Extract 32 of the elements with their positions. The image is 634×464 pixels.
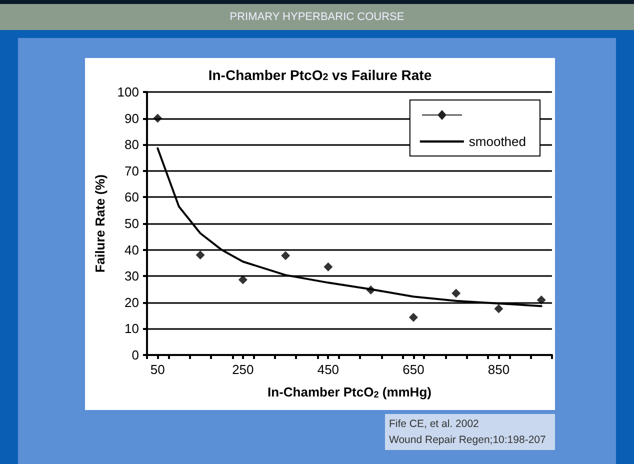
point	[408, 312, 418, 322]
y-tick-label: 50	[124, 216, 139, 231]
x-tick-label: 650	[402, 362, 424, 377]
point	[536, 296, 546, 305]
x-tick-label: 50	[150, 362, 165, 377]
x-axis-title: In-Chamber PtcO2 (mmHg)	[268, 384, 432, 400]
y-tick-label: 0	[132, 348, 139, 362]
y-tick-label: 30	[124, 268, 139, 284]
y-tick-label: 40	[124, 242, 139, 258]
point	[452, 288, 461, 298]
point	[153, 114, 162, 123]
point	[281, 251, 290, 260]
y-tick-label: 70	[124, 163, 139, 178]
text: PRIMARY HYPERBARIC COURSE	[0, 0, 634, 30]
point	[196, 250, 205, 260]
point	[238, 275, 248, 284]
text: Fife CE, et al. 2002	[389, 417, 480, 432]
y-tick-label: 20	[124, 294, 139, 310]
point	[324, 262, 333, 272]
y-axis-title: Failure Rate (%)	[92, 174, 108, 273]
x-tick-label: 850	[488, 362, 510, 377]
text: Wound Repair Regen;10:198-207	[389, 433, 547, 448]
x-tick-label: 250	[232, 362, 254, 377]
y-tick-label: 10	[124, 321, 139, 336]
point	[494, 304, 504, 314]
x-tick-label: 450	[317, 362, 340, 377]
legend-label: smoothed	[468, 134, 526, 149]
y-tick-label: 80	[124, 137, 139, 152]
y-tick-label: 100	[117, 84, 139, 100]
chart-title: In-Chamber PtcO2 vs Failure Rate	[208, 66, 432, 84]
y-tick-label: 60	[124, 190, 139, 205]
y-tick-label: 90	[124, 110, 139, 126]
